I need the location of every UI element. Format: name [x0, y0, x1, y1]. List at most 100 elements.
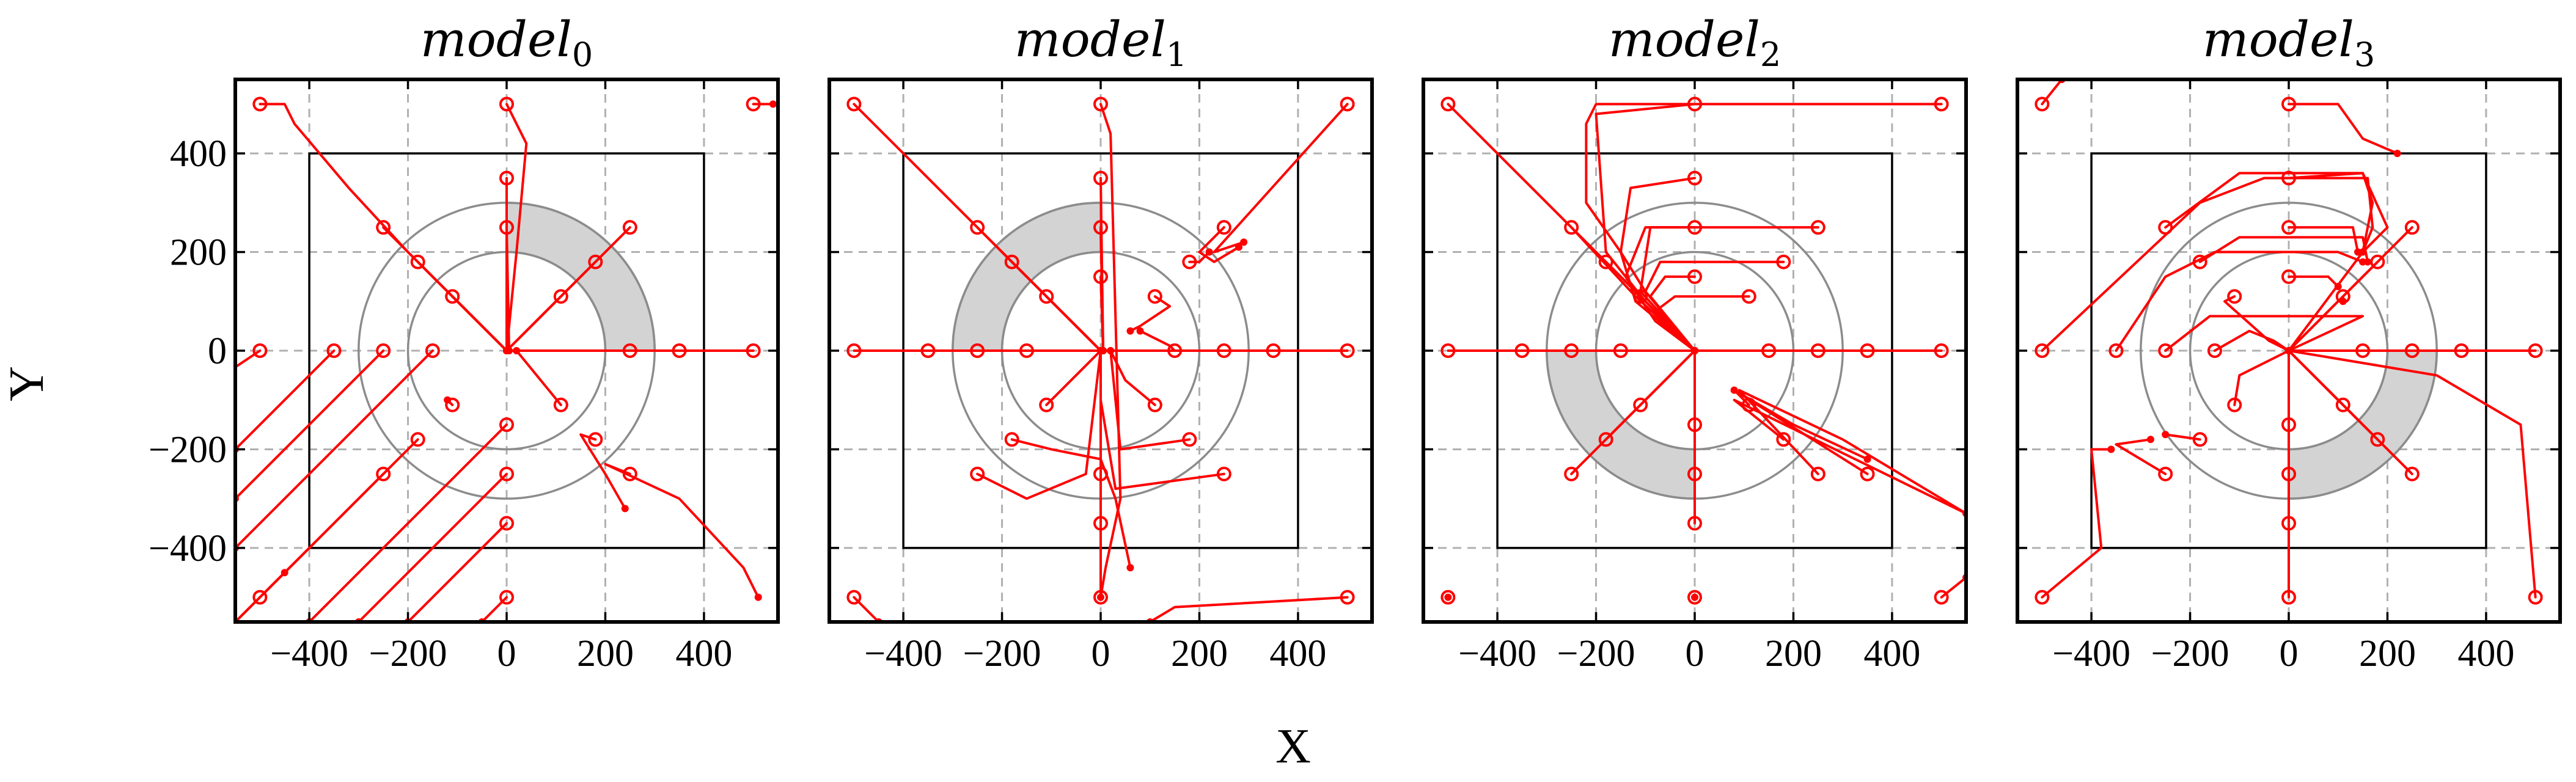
trajectory-end-point: [2285, 347, 2292, 354]
y-tick-label: −400: [149, 528, 227, 569]
trajectory-end-point: [621, 505, 629, 513]
trajectory-end-point: [503, 347, 510, 354]
trajectory-start-point: [1934, 343, 1949, 358]
trajectory-start-point: [2454, 343, 2469, 358]
trajectory-start-point: [1934, 97, 1949, 112]
trajectory-line: [2115, 250, 2365, 352]
trajectory-start-point: [1810, 220, 1826, 235]
trajectory-start-point: [2227, 289, 2242, 304]
trajectory-line: [1198, 226, 1241, 263]
panel-title-base: model: [1015, 11, 1166, 68]
x-tick-label: −400: [270, 633, 348, 674]
trajectory-start-point: [445, 397, 460, 412]
x-tick-label: 400: [1863, 633, 1920, 674]
trajectory-end-point: [2393, 150, 2401, 158]
trajectory-start-point: [1440, 590, 1456, 605]
trajectory-line: [1619, 177, 1696, 352]
trajectory-end-point: [2162, 431, 2170, 439]
trajectory-line: [1129, 295, 1172, 332]
trajectory-start-point: [1564, 466, 1579, 481]
trajectory-line: [579, 433, 626, 510]
trajectory-line: [1213, 103, 1349, 254]
trajectory-line: [505, 295, 562, 352]
trajectory-start-point: [2281, 269, 2296, 284]
trajectory-line: [1639, 226, 1819, 352]
trajectory-start-point: [1687, 269, 1702, 284]
trajectory-start-point: [2355, 343, 2371, 358]
trajectory-start-point: [746, 97, 761, 112]
trajectory-start-point: [376, 466, 391, 481]
trajectory-end-point: [1863, 455, 1871, 463]
trajectory-start-point: [2207, 343, 2222, 358]
trajectory-line: [2213, 329, 2290, 352]
trajectory-end-point: [2334, 283, 2342, 291]
trajectory-start-point: [1167, 343, 1183, 358]
panel-title: model1: [1015, 11, 1187, 74]
trajectory-end-point: [444, 396, 452, 404]
y-tick-label: 400: [170, 133, 227, 175]
trajectories: [227, 97, 777, 622]
trajectory-start-point: [1810, 466, 1826, 481]
trajectory-end-point: [227, 367, 234, 374]
trajectory-start-point: [1340, 343, 1355, 358]
trajectory-line: [235, 349, 385, 500]
trajectory-start-point: [2335, 397, 2350, 412]
trajectory-start-point: [1039, 289, 1054, 304]
trajectory-start-point: [1093, 170, 1108, 186]
trajectory-line: [515, 349, 562, 406]
trajectory-start-point: [746, 343, 761, 358]
trajectory-end-point: [1126, 327, 1134, 335]
trajectory-end-point: [2339, 298, 2347, 305]
trajectory-end-point: [2107, 445, 2115, 453]
trajectory-start-point: [1004, 432, 1019, 447]
trajectory-line: [1099, 103, 1122, 599]
trajectory-end-point: [1691, 593, 1698, 601]
trajectory-start-point: [1687, 170, 1702, 186]
trajectory-start-point: [970, 466, 985, 481]
x-tick-label: −200: [369, 633, 447, 674]
trajectory-start-point: [2035, 590, 2050, 605]
trajectory-start-point: [672, 343, 687, 358]
trajectory-start-point: [2370, 432, 2385, 447]
trajectories: [2035, 79, 2543, 605]
trajectory-start-point: [622, 343, 637, 358]
trajectory-start-point: [1147, 397, 1162, 412]
trajectory-start-point: [1216, 466, 1231, 481]
x-tick-label: 0: [2280, 633, 2299, 674]
x-tick-label: −200: [1557, 633, 1635, 674]
trajectory-start-point: [1564, 343, 1579, 358]
trajectory-start-point: [1687, 590, 1702, 605]
panel-title-subscript: 3: [2354, 35, 2375, 74]
trajectory-line: [505, 226, 511, 352]
x-tick-label: −200: [2151, 633, 2229, 674]
panel-title-base: model: [420, 11, 572, 68]
trajectory-start-point: [445, 289, 460, 304]
trajectory-line: [308, 423, 508, 622]
trajectory-start-point: [970, 220, 985, 235]
trajectory-line: [2288, 226, 2360, 254]
trajectory-line: [2164, 315, 2365, 352]
trajectory-line: [2288, 103, 2399, 155]
x-tick-label: −400: [2052, 633, 2130, 674]
trajectory-start-point: [1147, 289, 1162, 304]
trajectory-start-point: [1776, 432, 1791, 447]
trajectory-line: [1139, 329, 1176, 352]
trajectory-end-point: [769, 100, 777, 108]
trajectory-start-point: [2108, 343, 2124, 358]
trajectory-line: [1109, 349, 1156, 406]
trajectory-line: [2288, 349, 2537, 599]
trajectory-start-point: [1093, 590, 1108, 605]
trajectory-line: [357, 472, 508, 622]
panel-2: −400 −200 0 200 400 model2: [1422, 11, 1968, 674]
trajectory-start-point: [2528, 343, 2543, 358]
trajectory-end-point: [1136, 327, 1144, 335]
trajectory-end-point: [754, 593, 762, 601]
trajectory-line: [2198, 236, 2369, 263]
trajectory-start-point: [1776, 254, 1791, 269]
trajectory-end-point: [1107, 347, 1115, 354]
trajectory-start-point: [1182, 254, 1197, 269]
trajectory-start-point: [2227, 397, 2242, 412]
y-tick-label: 0: [208, 331, 227, 372]
panel-title: model3: [2203, 11, 2376, 74]
